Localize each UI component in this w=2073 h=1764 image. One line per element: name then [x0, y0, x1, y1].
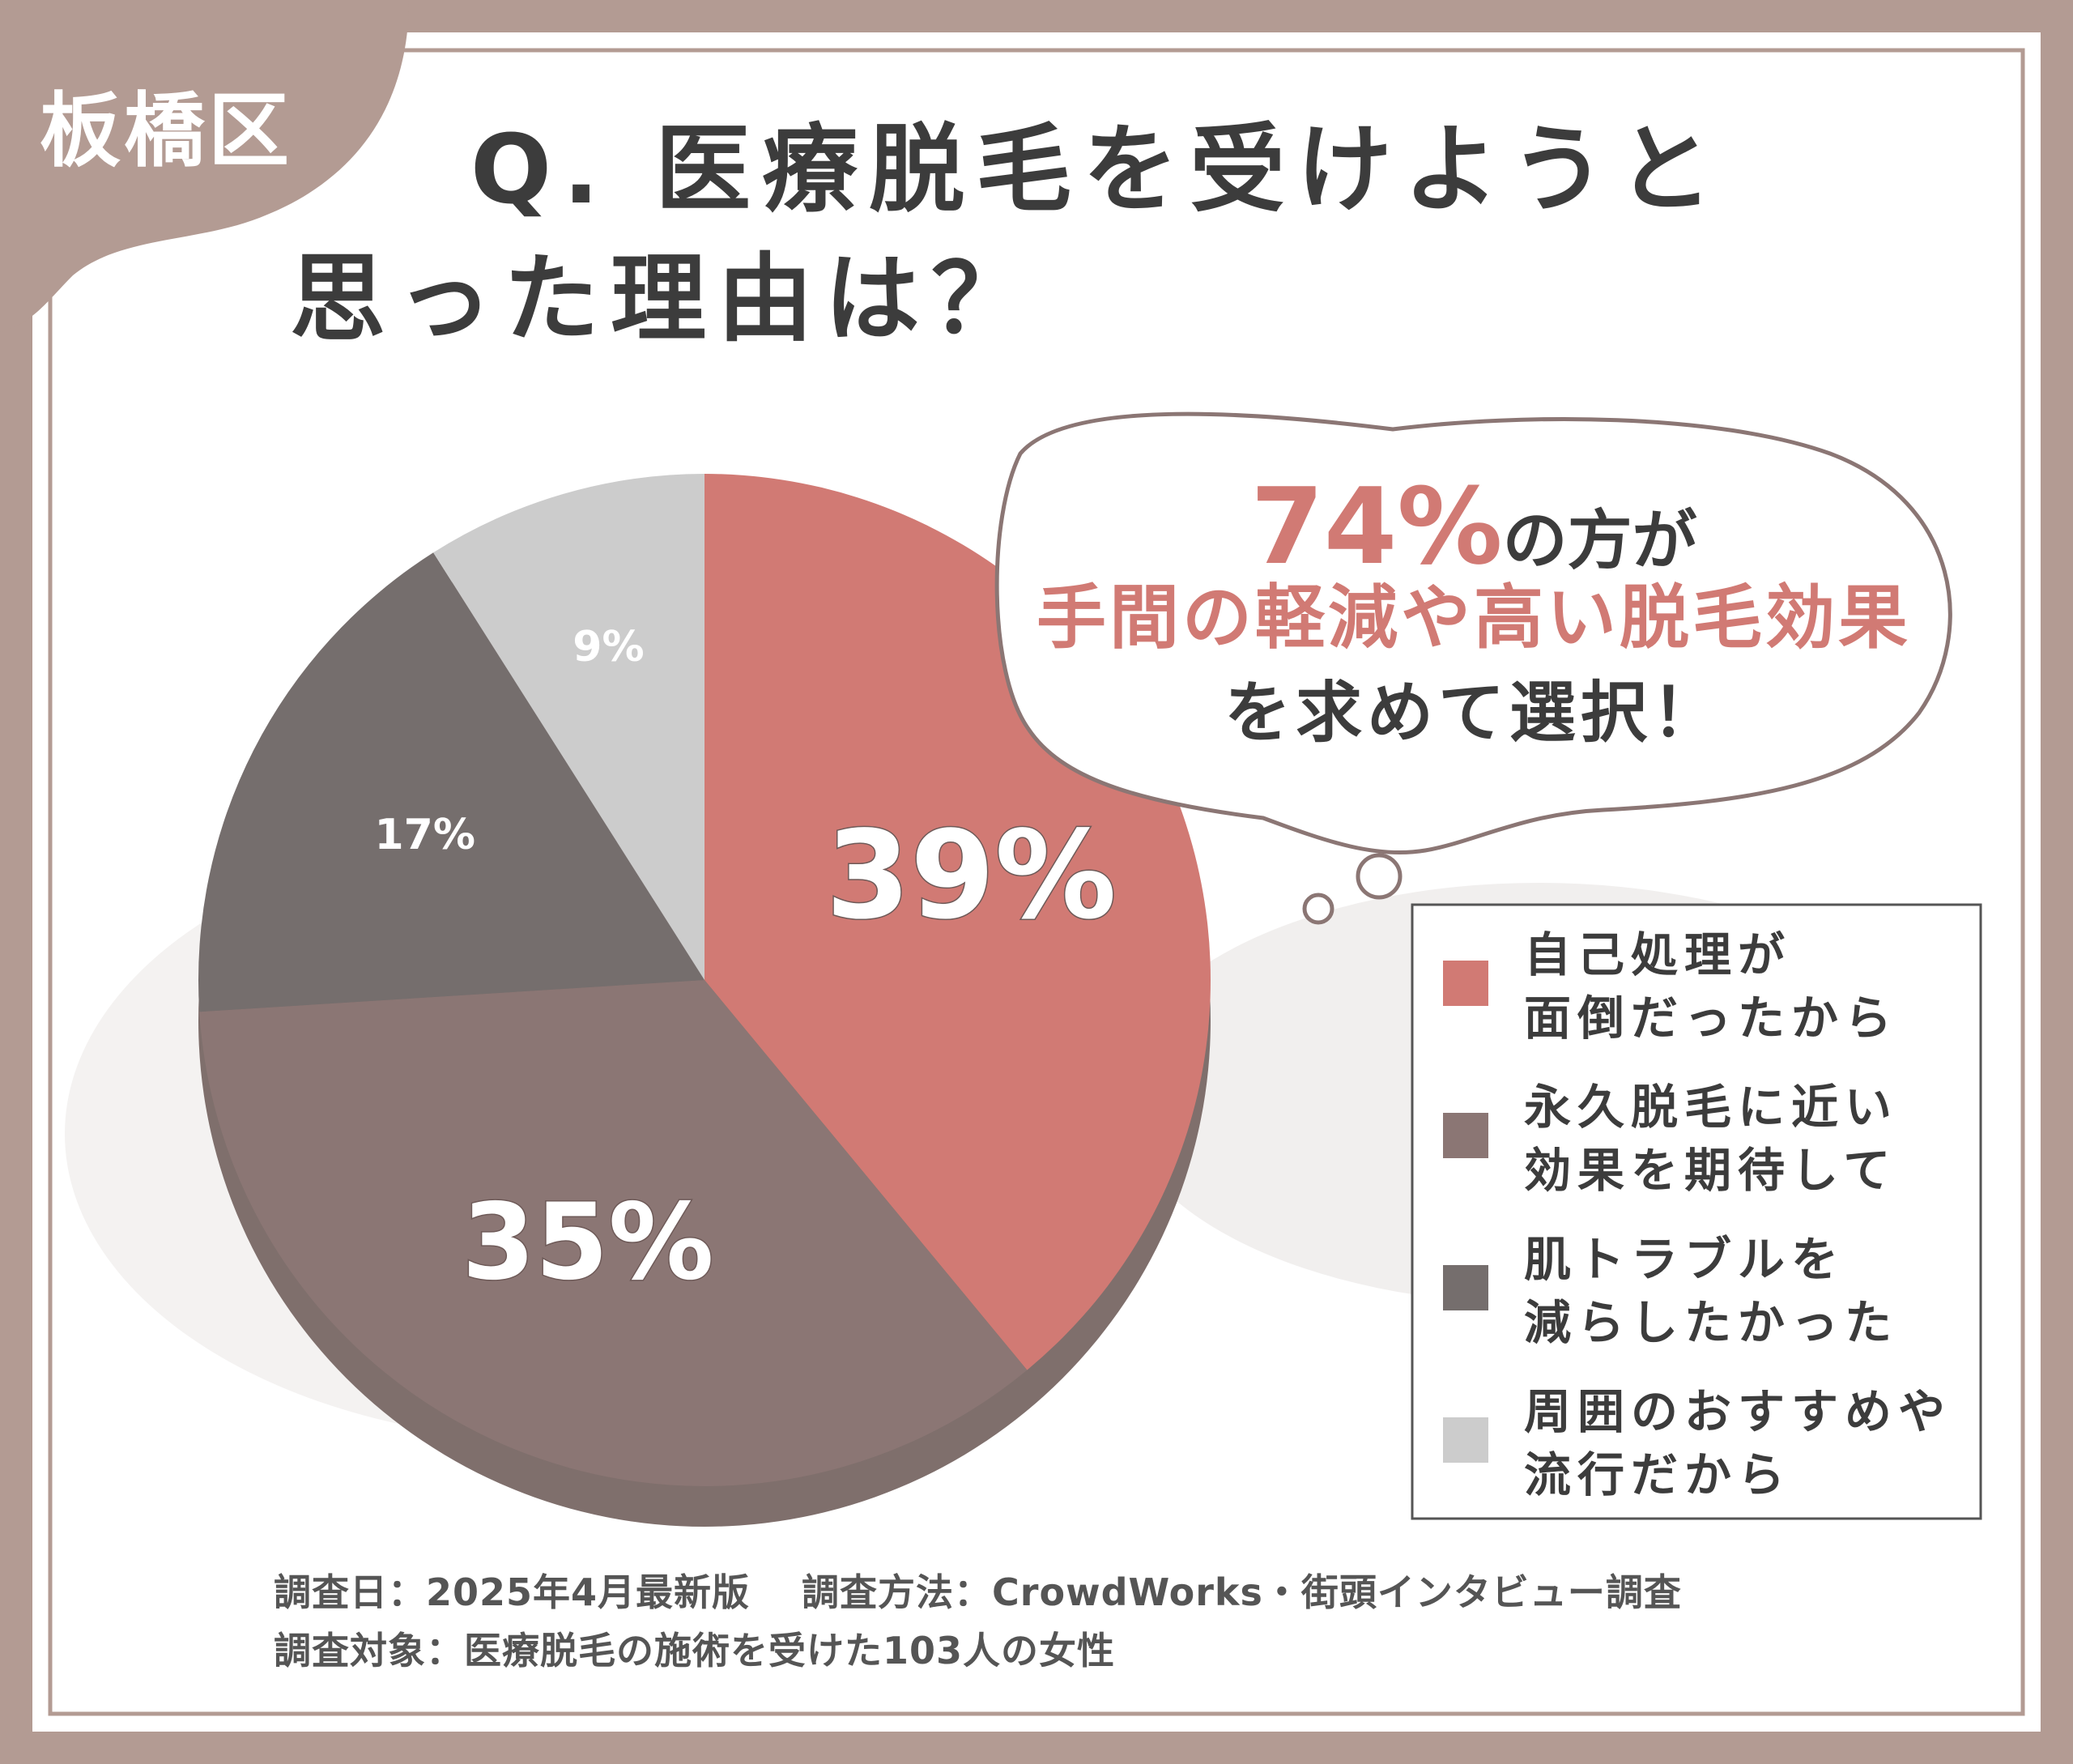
- thought-dot-large: [1356, 853, 1403, 900]
- legend-swatches: [1443, 961, 1488, 1463]
- legend-label-line2: 効果を期待して: [1524, 1143, 1897, 1198]
- inner-frame: [48, 48, 2025, 1716]
- thought-dot-small: [1302, 893, 1334, 925]
- legend-label-line2: 流行だから: [1524, 1447, 1792, 1502]
- legend-label-line2: 面倒だったから: [1524, 991, 1899, 1046]
- legend-label-line1: 周囲のおすすめや: [1524, 1384, 1952, 1439]
- pie-value-label-3: 17%: [375, 811, 475, 859]
- legend-label-4: 周囲のおすすめや 流行だから: [1524, 1380, 1977, 1506]
- pie-labels: 39% 35% 17% 9%: [375, 623, 1118, 1305]
- footer-line1: 調査日：2025年4月最新版 調査方法：CrowdWorks・街頭インタビュー調…: [274, 1570, 1682, 1614]
- legend-box: [1411, 903, 1982, 1520]
- legend-label-line2: 減らしたかった: [1524, 1295, 1899, 1350]
- region-badge-shape: [0, 0, 409, 332]
- bubble-line3: を求めて選択！: [1224, 675, 1723, 752]
- pie-value-label-1: 39%: [826, 805, 1117, 946]
- legend-label-2: 永久脱毛に近い 効果を期待して: [1524, 1076, 1977, 1202]
- pie-slice-3: [198, 552, 704, 1012]
- bubble-highlight: 74%: [1250, 465, 1503, 588]
- page-title-line1: Q. 医療脱毛を受けようと: [470, 113, 1725, 225]
- legend-label-line1: 肌トラブルを: [1524, 1232, 1845, 1287]
- pie-slice-2: [199, 980, 1028, 1486]
- legend-swatch-1: [1443, 961, 1488, 1006]
- speech-bubble: [994, 411, 1952, 855]
- legend-label-line1: 自己処理が: [1524, 927, 1792, 982]
- page-title-line2: 思った理由は？: [289, 243, 1038, 355]
- legend-swatch-2: [1443, 1113, 1488, 1158]
- legend-label-line1: 永久脱毛に近い: [1524, 1080, 1899, 1135]
- footer-line2: 調査対象：医療脱毛の施術を受けた103人の女性: [274, 1629, 1116, 1672]
- pie-value-label-4: 9%: [573, 623, 644, 671]
- pie-slice-4: [433, 474, 704, 980]
- pie-value-label-2: 35%: [462, 1180, 713, 1303]
- legend-swatch-3: [1443, 1265, 1488, 1310]
- bubble-line1-rest: の方が: [1502, 503, 1697, 578]
- bubble-line2: 手間の軽減や高い脱毛効果: [1036, 577, 1911, 658]
- legend-swatch-4: [1443, 1417, 1488, 1463]
- region-badge: 板橋区: [40, 83, 292, 178]
- bubble-line1: 74%の方が: [1004, 474, 1943, 579]
- legend-label-1: 自己処理が面倒だったから: [1524, 923, 1977, 1050]
- legend-label-3: 肌トラブルを 減らしたかった: [1524, 1228, 1977, 1354]
